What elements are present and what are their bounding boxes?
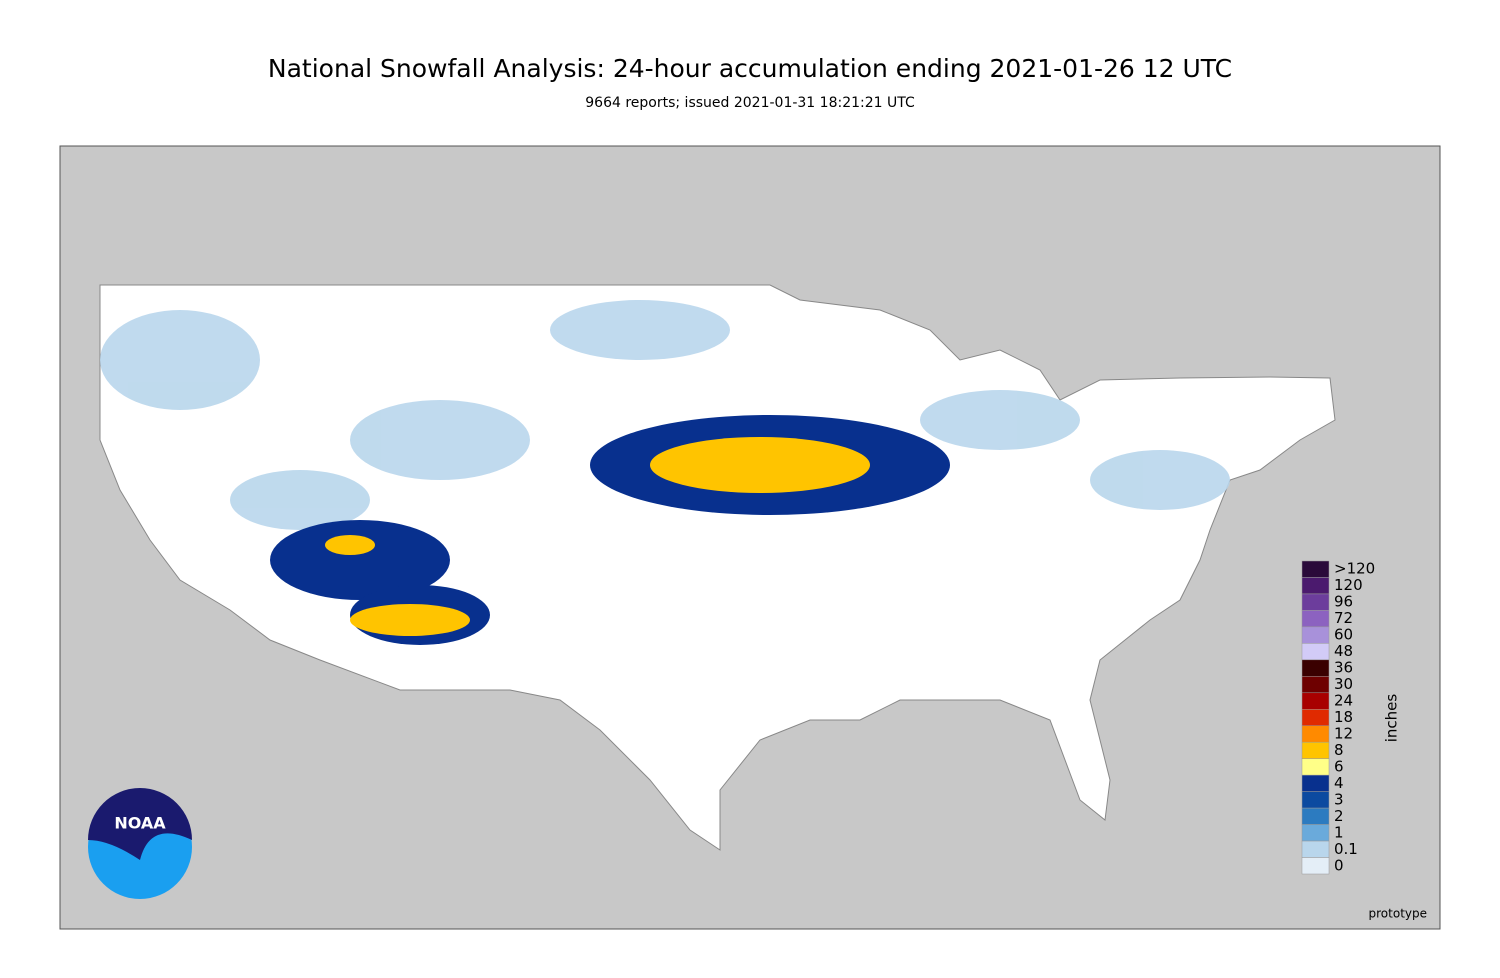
legend-label: 2 [1334, 807, 1344, 825]
legend-label: 6 [1334, 757, 1344, 775]
legend-swatch [1301, 676, 1330, 694]
legend-label: 8 [1334, 741, 1344, 759]
legend-label: 1 [1334, 823, 1344, 841]
legend-swatch [1301, 643, 1330, 661]
legend-swatch [1301, 709, 1330, 726]
legend-label: 18 [1334, 708, 1353, 726]
legend-label: 4 [1334, 774, 1344, 792]
snow-light [100, 300, 1230, 530]
legend-swatch [1301, 857, 1330, 875]
legend-swatch [1301, 560, 1330, 578]
legend: inches >1201209672604836302418128643210.… [1301, 560, 1401, 875]
logo-top [88, 788, 192, 860]
legend-label: 24 [1334, 692, 1353, 710]
legend-swatch [1301, 692, 1330, 710]
legend-label: >120 [1334, 560, 1375, 578]
legend-swatch [1301, 725, 1330, 743]
legend-swatch [1301, 758, 1330, 776]
legend-swatch [1301, 593, 1330, 611]
legend-label: 72 [1334, 609, 1353, 627]
legend-label: 30 [1334, 675, 1353, 693]
legend-title: inches [1383, 694, 1401, 743]
subtitle: 9664 reports; issued 2021-01-31 18:21:21… [585, 95, 915, 111]
legend-swatch [1301, 791, 1330, 809]
legend-label: 48 [1334, 642, 1353, 660]
logo-text: NOAA [114, 814, 166, 833]
legend-swatch [1301, 659, 1330, 677]
snow-max [325, 437, 870, 636]
legend-swatch [1301, 610, 1330, 628]
legend-label: 60 [1334, 626, 1353, 644]
legend-label: 0.1 [1334, 840, 1358, 858]
legend-label: 0 [1334, 856, 1344, 874]
footer-note: prototype [1369, 907, 1427, 921]
title: National Snowfall Analysis: 24-hour accu… [268, 54, 1232, 83]
legend-swatch [1301, 840, 1330, 858]
legend-swatch [1301, 774, 1330, 792]
legend-label: 96 [1334, 593, 1353, 611]
legend-swatch [1301, 807, 1330, 825]
noaa-logo: NOAA [88, 788, 192, 899]
legend-label: 36 [1334, 659, 1353, 677]
legend-swatch [1301, 626, 1330, 644]
legend-label: 12 [1334, 724, 1353, 742]
legend-swatch [1301, 741, 1330, 759]
legend-swatch [1301, 824, 1330, 842]
map: NOAA prototype [59, 145, 1441, 930]
legend-swatch [1301, 577, 1330, 595]
legend-label: 3 [1334, 790, 1344, 808]
legend-label: 120 [1334, 576, 1363, 594]
